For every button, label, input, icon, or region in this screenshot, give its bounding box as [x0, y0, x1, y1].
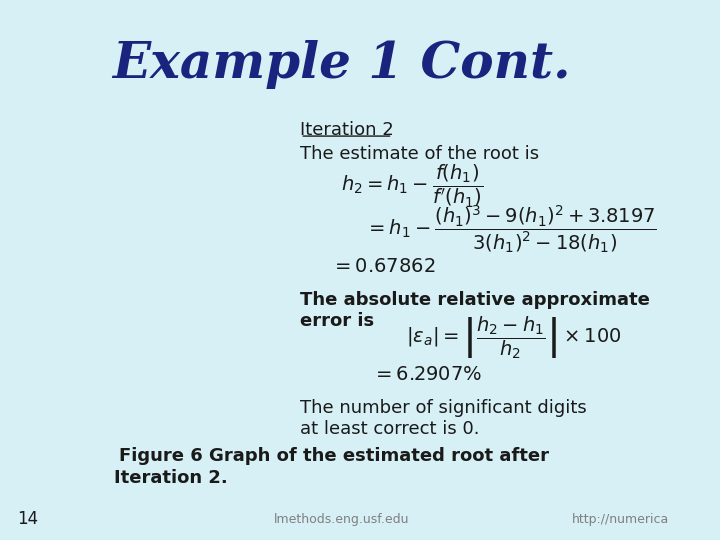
Text: The estimate of the root is: The estimate of the root is	[300, 145, 539, 163]
Text: Iteration 2.: Iteration 2.	[114, 469, 228, 487]
Text: $= 0.67862$: $= 0.67862$	[331, 258, 436, 276]
Text: $= 6.2907\%$: $= 6.2907\%$	[372, 366, 482, 384]
Text: lmethods.eng.usf.edu: lmethods.eng.usf.edu	[274, 513, 409, 526]
Text: Example 1 Cont.: Example 1 Cont.	[112, 40, 570, 89]
Text: Figure 6 Graph of the estimated root after: Figure 6 Graph of the estimated root aft…	[120, 447, 549, 465]
Text: $|\epsilon_a| = \left|\dfrac{h_2 - h_1}{h_2}\right| \times 100$: $|\epsilon_a| = \left|\dfrac{h_2 - h_1}{…	[406, 314, 622, 361]
Text: Iteration 2: Iteration 2	[300, 120, 394, 139]
Text: $h_2 = h_1 - \dfrac{f(h_1)}{f^{\prime}(h_1)}$: $h_2 = h_1 - \dfrac{f(h_1)}{f^{\prime}(h…	[341, 163, 484, 210]
Text: http://numerica: http://numerica	[572, 513, 669, 526]
Text: The absolute relative approximate: The absolute relative approximate	[300, 291, 650, 309]
Text: at least correct is 0.: at least correct is 0.	[300, 420, 480, 438]
Text: error is: error is	[300, 312, 374, 330]
Text: The number of significant digits: The number of significant digits	[300, 399, 587, 417]
Text: $= h_1 - \dfrac{(h_1)^3 - 9(h_1)^2 + 3.8197}{3(h_1)^2 - 18(h_1)}$: $= h_1 - \dfrac{(h_1)^3 - 9(h_1)^2 + 3.8…	[365, 204, 657, 255]
Text: 14: 14	[17, 510, 38, 529]
